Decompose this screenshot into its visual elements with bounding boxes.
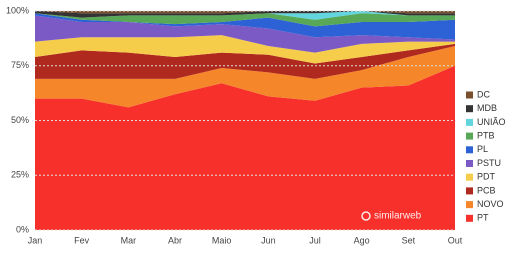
legend-swatch [466, 132, 473, 140]
x-tick-label: Jul [309, 235, 321, 245]
legend-swatch [466, 160, 473, 167]
legend-label: PSTU [477, 158, 501, 168]
area [35, 11, 455, 18]
area [35, 13, 455, 27]
legend-swatch [466, 187, 473, 195]
legend-label: PTB [477, 130, 495, 140]
x-tick-label: Jun [261, 235, 276, 245]
legend-label: MDB [477, 103, 497, 113]
y-tick-label: 0% [16, 224, 29, 234]
x-tick-label: Abr [168, 235, 182, 245]
legend-label: PCB [477, 185, 496, 195]
area [35, 46, 455, 108]
legend-label: NOVO [477, 199, 504, 209]
x-tick-label: Maio [212, 235, 232, 245]
area [35, 11, 455, 20]
legend-swatch [466, 146, 473, 154]
legend-swatch [466, 173, 473, 181]
area [35, 65, 455, 230]
legend-label: PT [477, 213, 489, 223]
watermark: similarweb [374, 211, 422, 222]
x-tick-label: Ago [354, 235, 370, 245]
area [35, 11, 455, 14]
x-tick-label: Out [448, 235, 463, 245]
area [35, 35, 455, 64]
watermark-icon [361, 211, 371, 221]
x-tick-label: Jan [28, 235, 43, 245]
x-tick-label: Set [402, 235, 416, 245]
area [35, 43, 455, 79]
legend-swatch [466, 118, 473, 126]
y-tick-label: 50% [11, 115, 29, 125]
y-tick-label: 25% [11, 170, 29, 180]
x-tick-label: Mar [121, 235, 137, 245]
legend-label: PL [477, 144, 488, 154]
legend-label: UNIÃO [477, 117, 506, 127]
legend-label: DC [477, 89, 490, 99]
area [35, 15, 455, 53]
legend-swatch [466, 105, 473, 113]
y-tick-label: 100% [6, 5, 29, 15]
legend-label: PDT [477, 172, 496, 182]
legend-swatch [466, 214, 473, 222]
legend-swatch [466, 201, 473, 209]
x-tick-label: Fev [74, 235, 90, 245]
legend-swatch [466, 91, 473, 99]
area [35, 13, 455, 40]
y-tick-label: 75% [11, 60, 29, 70]
